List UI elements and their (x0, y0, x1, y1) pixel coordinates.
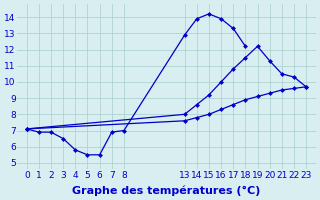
X-axis label: Graphe des températures (°C): Graphe des températures (°C) (72, 185, 260, 196)
